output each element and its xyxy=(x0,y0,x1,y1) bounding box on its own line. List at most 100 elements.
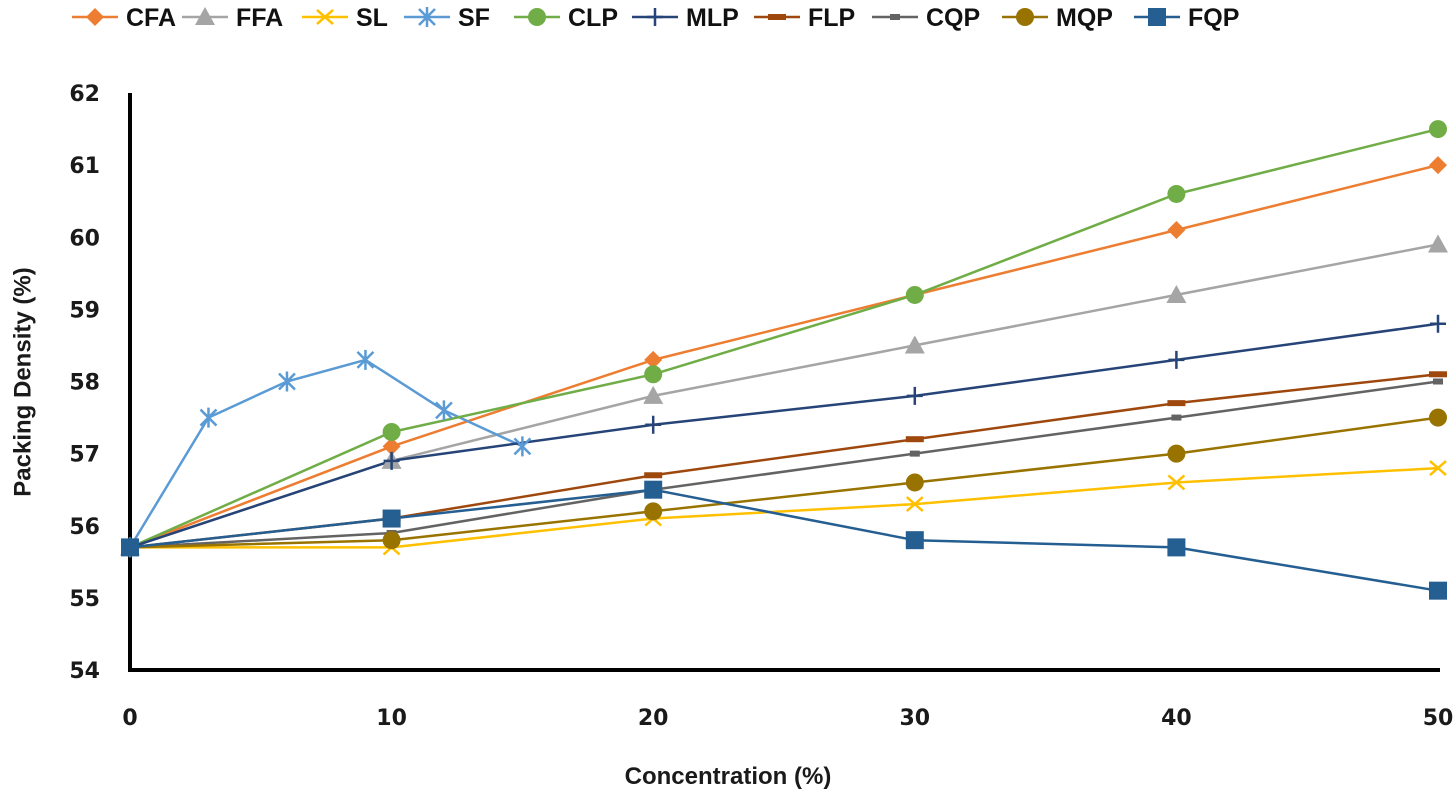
data-point-cqp xyxy=(1171,414,1182,421)
data-point-flp xyxy=(644,472,663,479)
marker-layer xyxy=(120,120,1448,600)
data-point-mqp xyxy=(644,502,663,521)
x-tick-label: 30 xyxy=(899,706,930,731)
legend-label: CFA xyxy=(126,4,176,32)
data-point-clp xyxy=(905,285,924,304)
legend-label: MLP xyxy=(686,4,739,32)
x-tick-label: 20 xyxy=(638,706,669,731)
data-point-sf xyxy=(513,436,532,457)
legend-item-mlp: MLP xyxy=(632,4,739,32)
data-point-clp xyxy=(1429,120,1447,139)
x-tick-label: 50 xyxy=(1423,706,1454,731)
data-point-clp xyxy=(1167,184,1186,203)
data-point-ffa xyxy=(1428,234,1448,253)
data-point-fqp xyxy=(644,480,663,499)
data-point-fqp xyxy=(1429,581,1447,600)
series-line-clp xyxy=(129,127,1439,549)
legend-marker-flp xyxy=(768,14,786,20)
y-tick-label: 57 xyxy=(69,443,100,468)
y-axis-title: Packing Density (%) xyxy=(9,267,36,496)
data-point-flp xyxy=(905,436,924,443)
data-point-cqp xyxy=(1433,378,1443,385)
series-line-cfa xyxy=(129,163,1439,549)
legend-label: FFA xyxy=(236,4,283,32)
x-tick-labels: 0 10 20 30 40 50 xyxy=(122,706,1453,731)
data-point-fqp xyxy=(121,538,139,557)
legend-label: CLP xyxy=(568,4,618,32)
legend-item-mqp: MQP xyxy=(1002,4,1113,32)
data-point-cfa xyxy=(1167,221,1186,240)
data-point-fqp xyxy=(905,531,924,550)
data-point-ffa xyxy=(904,335,925,354)
legend-item-sf: SF xyxy=(404,4,490,32)
legend-marker-clp xyxy=(528,8,546,26)
legend-label: SF xyxy=(458,4,490,32)
legend-item-fqp: FQP xyxy=(1134,4,1239,32)
data-point-ffa xyxy=(1166,284,1187,303)
x-tick-label: 10 xyxy=(376,706,407,731)
data-point-mqp xyxy=(382,531,401,550)
y-tick-label: 58 xyxy=(69,371,100,396)
legend-item-flp: FLP xyxy=(754,4,855,32)
data-point-cqp xyxy=(909,450,920,457)
data-point-sf xyxy=(278,371,296,392)
legend-marker-mlp xyxy=(647,8,663,26)
y-tick-labels: 54 55 56 57 58 59 60 61 62 xyxy=(69,82,100,684)
legend-item-clp: CLP xyxy=(514,4,618,32)
data-point-flp xyxy=(1167,400,1186,407)
data-point-mqp xyxy=(905,473,924,492)
data-point-fqp xyxy=(382,509,401,528)
data-point-sl xyxy=(1429,460,1447,476)
x-tick-label: 40 xyxy=(1161,706,1192,731)
legend-item-cqp: CQP xyxy=(872,4,980,32)
legend-marker-cfa xyxy=(86,8,104,26)
data-point-sf xyxy=(199,407,218,428)
data-point-mlp xyxy=(1168,350,1185,369)
data-point-mlp xyxy=(383,451,400,470)
data-point-sl xyxy=(1167,474,1186,491)
legend-label: SL xyxy=(356,4,388,32)
y-tick-label: 56 xyxy=(69,515,100,540)
x-axis-title: Concentration (%) xyxy=(625,763,832,790)
series-line-sl xyxy=(130,466,1439,549)
series-layer xyxy=(128,127,1439,592)
legend-marker-ffa xyxy=(195,7,215,25)
series-line-cqp xyxy=(129,380,1439,549)
y-tick-label: 59 xyxy=(69,298,100,323)
series-line-mqp xyxy=(129,416,1439,549)
data-point-cfa xyxy=(1429,156,1447,175)
legend-marker-sl xyxy=(316,9,334,25)
data-point-cfa xyxy=(644,350,663,369)
x-tick-label: 0 xyxy=(122,706,137,731)
legend: CFA FFA SL SF CLP MLP FLP CQP MQP FQP xyxy=(72,4,1239,32)
data-point-sl xyxy=(905,496,924,513)
legend-marker-sf xyxy=(418,7,436,27)
data-point-clp xyxy=(382,422,401,441)
series-line-mlp xyxy=(129,322,1439,549)
y-tick-label: 62 xyxy=(69,82,100,107)
series-line-sf xyxy=(128,358,523,549)
legend-item-sl: SL xyxy=(302,4,388,32)
legend-marker-cqp xyxy=(890,14,900,20)
data-point-sf xyxy=(356,349,375,370)
data-point-fqp xyxy=(1167,538,1186,557)
data-point-flp xyxy=(1429,371,1447,378)
series-line-fqp xyxy=(129,488,1439,592)
data-point-ffa xyxy=(643,385,664,404)
y-tick-label: 60 xyxy=(69,226,100,251)
data-point-cfa xyxy=(382,437,401,456)
y-tick-label: 55 xyxy=(69,587,100,612)
data-point-mlp xyxy=(1430,314,1446,333)
data-point-mqp xyxy=(1167,444,1186,463)
legend-marker-mqp xyxy=(1016,8,1034,26)
data-point-mqp xyxy=(1429,408,1447,427)
legend-label: MQP xyxy=(1056,4,1113,32)
legend-label: CQP xyxy=(926,4,980,32)
y-tick-label: 61 xyxy=(69,154,100,179)
legend-label: FLP xyxy=(808,4,855,32)
legend-marker-fqp xyxy=(1148,8,1166,26)
legend-label: FQP xyxy=(1188,4,1239,32)
data-point-sf xyxy=(435,400,453,421)
data-point-clp xyxy=(644,365,663,384)
